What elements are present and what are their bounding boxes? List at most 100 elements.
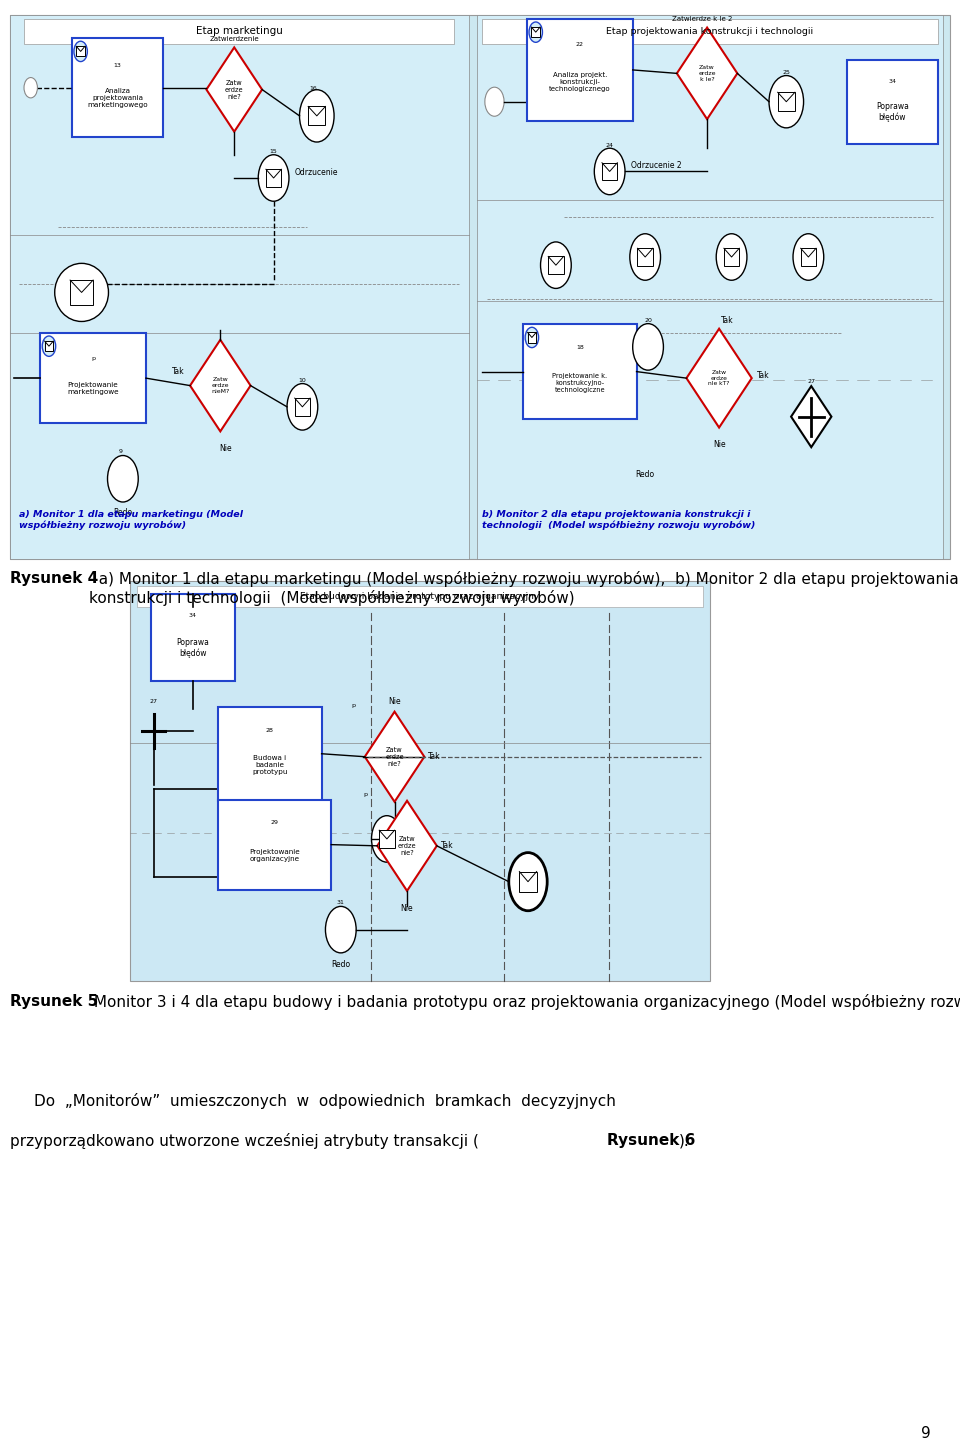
Circle shape xyxy=(630,234,660,280)
Text: Zatw
erdze
nie?: Zatw erdze nie? xyxy=(385,747,404,767)
Bar xyxy=(10,15,950,559)
Text: 15: 15 xyxy=(270,150,277,154)
Text: Zatw
erdze
nie?: Zatw erdze nie? xyxy=(397,835,417,856)
Bar xyxy=(76,46,84,57)
Ellipse shape xyxy=(55,263,108,321)
Text: Zatwierdzenie: Zatwierdzenie xyxy=(209,36,259,42)
Bar xyxy=(602,163,617,180)
Circle shape xyxy=(24,77,37,97)
Bar xyxy=(637,248,653,266)
Text: 25: 25 xyxy=(782,70,790,76)
Bar xyxy=(778,93,795,112)
Bar xyxy=(130,581,710,981)
Bar xyxy=(40,333,146,423)
Text: b) Monitor 2 dla etapu projektowania konstrukcji i
technologii  (Model współbież: b) Monitor 2 dla etapu projektowania kon… xyxy=(482,510,756,530)
Text: Analiza projekt.
konstrukcji-
technologicznego: Analiza projekt. konstrukcji- technologi… xyxy=(549,73,611,92)
Text: Poprawa
błędów: Poprawa błędów xyxy=(876,102,909,122)
Text: 18: 18 xyxy=(576,346,584,350)
Text: 34: 34 xyxy=(189,613,197,618)
Bar xyxy=(532,28,540,38)
Text: Tak: Tak xyxy=(172,368,185,376)
Text: Tak: Tak xyxy=(721,315,733,324)
Text: 31: 31 xyxy=(337,899,345,905)
Text: 28: 28 xyxy=(266,728,274,732)
Bar xyxy=(266,170,281,187)
Polygon shape xyxy=(377,801,437,891)
Text: Analiza
projektowania
marketingowego: Analiza projektowania marketingowego xyxy=(87,87,148,108)
Text: 29: 29 xyxy=(271,819,278,825)
Circle shape xyxy=(716,234,747,280)
Text: Do  „Monitorów”  umieszczonych  w  odpowiednich  bramkach  decyzyjnych: Do „Monitorów” umieszczonych w odpowiedn… xyxy=(34,1093,615,1109)
Polygon shape xyxy=(686,328,752,427)
Text: Projektowanie
marketingowe: Projektowanie marketingowe xyxy=(67,382,119,395)
Bar xyxy=(477,15,943,559)
Bar xyxy=(724,248,739,266)
Circle shape xyxy=(633,324,663,371)
Bar xyxy=(218,799,331,889)
Text: Redo: Redo xyxy=(636,471,655,479)
Polygon shape xyxy=(365,712,424,802)
Circle shape xyxy=(529,22,542,42)
Text: Nie: Nie xyxy=(388,697,401,706)
Text: Nie: Nie xyxy=(712,440,726,449)
Text: p: p xyxy=(91,356,95,360)
Bar xyxy=(523,324,636,418)
Bar xyxy=(137,586,703,607)
Text: a) Monitor 1 dla etapu marketingu (Model współbieżny rozwoju wyrobów),  b) Monit: a) Monitor 1 dla etapu marketingu (Model… xyxy=(89,571,959,606)
Bar xyxy=(295,398,310,416)
Circle shape xyxy=(300,90,334,142)
Text: Tak: Tak xyxy=(428,753,441,761)
Text: 9: 9 xyxy=(119,449,123,453)
Text: Monitor 3 i 4 dla etapu budowy i badania prototypu oraz projektowania organizacy: Monitor 3 i 4 dla etapu budowy i badania… xyxy=(89,994,960,1010)
Text: Projektowanie
organizacyjne: Projektowanie organizacyjne xyxy=(250,849,300,862)
Text: p: p xyxy=(364,792,368,798)
Circle shape xyxy=(485,87,504,116)
Circle shape xyxy=(325,907,356,953)
Circle shape xyxy=(287,384,318,430)
Bar xyxy=(70,280,93,305)
Text: Rysunek 4: Rysunek 4 xyxy=(10,571,98,586)
Text: Zatw
erdze
nieM?: Zatw erdze nieM? xyxy=(211,378,229,394)
Bar xyxy=(151,594,235,681)
Bar xyxy=(801,248,816,266)
Text: Odrzucenie: Odrzucenie xyxy=(295,167,338,177)
Bar xyxy=(218,706,322,801)
Text: 16: 16 xyxy=(309,86,317,90)
Circle shape xyxy=(42,336,56,356)
Bar xyxy=(519,872,537,892)
Text: 27: 27 xyxy=(807,379,815,384)
Text: Tak: Tak xyxy=(441,841,453,850)
Text: Rysunek 5: Rysunek 5 xyxy=(10,994,98,1008)
Text: 20: 20 xyxy=(644,318,652,323)
Text: Etap marketingu: Etap marketingu xyxy=(196,26,282,36)
Text: 24: 24 xyxy=(606,142,613,148)
Bar xyxy=(72,38,163,137)
Bar xyxy=(482,19,938,44)
Bar xyxy=(847,60,938,144)
Circle shape xyxy=(793,234,824,280)
Bar xyxy=(379,830,395,847)
Text: Nie: Nie xyxy=(400,904,414,912)
Circle shape xyxy=(594,148,625,195)
Polygon shape xyxy=(791,386,831,448)
Bar xyxy=(528,333,537,343)
Circle shape xyxy=(509,853,547,911)
Circle shape xyxy=(540,241,571,288)
Text: p: p xyxy=(351,703,355,709)
Text: Redo: Redo xyxy=(113,509,132,517)
Text: 10: 10 xyxy=(299,378,306,384)
Text: Zatwierdze k le 2: Zatwierdze k le 2 xyxy=(672,16,732,22)
Text: Projektowanie k.
konstrukcyjno-
technologiczne: Projektowanie k. konstrukcyjno- technolo… xyxy=(552,373,608,392)
Text: Odrzucenie 2: Odrzucenie 2 xyxy=(631,161,682,170)
Circle shape xyxy=(372,815,402,862)
Text: Zatw
erdze
nle kT?: Zatw erdze nle kT? xyxy=(708,371,730,386)
Text: ).: ). xyxy=(679,1133,689,1148)
Bar xyxy=(45,341,54,352)
Polygon shape xyxy=(190,340,251,432)
Text: Poprawa
błędów: Poprawa błędów xyxy=(177,638,209,658)
Bar xyxy=(10,15,468,559)
Polygon shape xyxy=(206,48,262,132)
Text: 22: 22 xyxy=(576,42,584,46)
Text: Budowa i
badanie
prototypu: Budowa i badanie prototypu xyxy=(252,756,287,774)
Circle shape xyxy=(525,327,539,347)
